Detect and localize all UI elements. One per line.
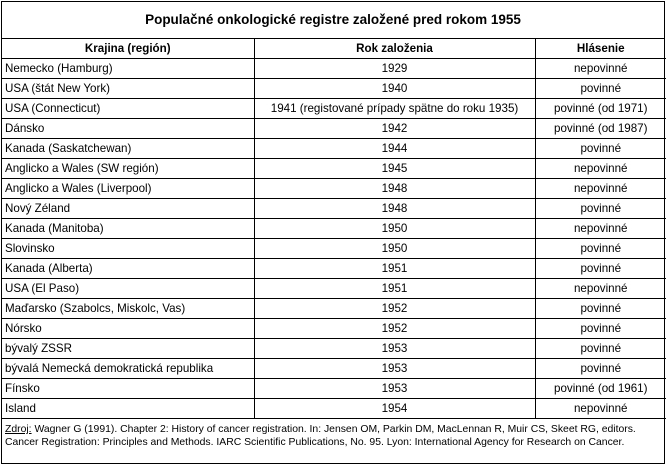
cell-country: Nový Zéland	[2, 198, 255, 219]
cell-country: USA (El Paso)	[2, 278, 255, 299]
cell-year: 1941 (registované prípady spätne do roku…	[254, 98, 536, 119]
source-text: Wagner G (1991). Chapter 2: History of c…	[5, 424, 636, 448]
table-row: Anglicko a Wales (SW región) 1945 nepovinn…	[2, 158, 666, 179]
cell-year: 1950	[254, 218, 536, 239]
cell-reporting: nepovinné	[535, 178, 666, 199]
cell-reporting: povinné (od 1987)	[535, 118, 666, 139]
cell-reporting: povinné	[535, 238, 666, 259]
cell-country: USA (Connecticut)	[2, 98, 255, 119]
source-label: Zdroj:	[5, 424, 32, 435]
header-reporting: Hlásenie	[535, 39, 666, 59]
cell-year: 1951	[254, 278, 536, 299]
cell-reporting: povinné	[535, 358, 666, 379]
cell-year: 1953	[254, 378, 536, 399]
cell-year: 1929	[254, 58, 536, 79]
table-row: USA (El Paso) 1951 nepovinné	[2, 278, 666, 299]
cell-reporting: povinné (od 1971)	[535, 98, 666, 119]
cell-year: 1942	[254, 118, 536, 139]
cell-year: 1945	[254, 158, 536, 179]
table-row: USA (Connecticut) 1941 (registované prípa…	[2, 98, 666, 119]
header-year: Rok založenia	[254, 39, 536, 59]
cell-country: Nemecko (Hamburg)	[2, 58, 255, 79]
cell-country: Maďarsko (Szabolcs, Miskolc, Vas)	[2, 298, 255, 319]
cell-reporting: povinné	[535, 138, 666, 159]
cell-reporting: nepovinné	[535, 398, 666, 419]
table-row: Island 1954 nepovinné	[2, 398, 666, 419]
cell-reporting: povinné	[535, 338, 666, 359]
table-row: Kanada (Alberta) 1951 povinné	[2, 258, 666, 279]
cell-year: 1940	[254, 78, 536, 99]
cell-country: Kanada (Saskatchewan)	[2, 138, 255, 159]
cell-year: 1952	[254, 298, 536, 319]
table-row: Maďarsko (Szabolcs, Miskolc, Vas) 1952 pov…	[2, 298, 666, 319]
table-row: Nový Zéland 1948 povinné	[2, 198, 666, 219]
table-row: Slovinsko 1950 povinné	[2, 238, 666, 259]
cell-country: Anglicko a Wales (Liverpool)	[2, 178, 255, 199]
table-row: Fínsko 1953 povinné (od 1961)	[2, 378, 666, 399]
cell-country: Fínsko	[2, 378, 255, 399]
cell-country: Nórsko	[2, 318, 255, 339]
table-row: USA (štát New York) 1940 povinné	[2, 78, 666, 99]
table-row: Nemecko (Hamburg) 1929 nepovinné	[2, 58, 666, 79]
cell-country: Dánsko	[2, 118, 255, 139]
header-row: Krajina (región) Rok založenia Hlásenie	[2, 39, 666, 59]
source-note: Zdroj: Wagner G (1991). Chapter 2: Histo…	[2, 419, 664, 449]
cell-reporting: povinné (od 1961)	[535, 378, 666, 399]
cell-reporting: nepovinné	[535, 218, 666, 239]
cell-country: Island	[2, 398, 255, 419]
cell-year: 1952	[254, 318, 536, 339]
cell-reporting: nepovinné	[535, 58, 666, 79]
cell-country: bývalý ZSSR	[2, 338, 255, 359]
cell-reporting: nepovinné	[535, 158, 666, 179]
cell-reporting: nepovinné	[535, 278, 666, 299]
table-row: bývalá Nemecká demokratická republika 195…	[2, 358, 666, 379]
cell-year: 1953	[254, 358, 536, 379]
cell-year: 1948	[254, 178, 536, 199]
header-country: Krajina (región)	[2, 39, 255, 59]
cell-country: USA (štát New York)	[2, 78, 255, 99]
cell-reporting: povinné	[535, 78, 666, 99]
table-row: Kanada (Saskatchewan) 1944 povinné	[2, 138, 666, 159]
cell-reporting: povinné	[535, 298, 666, 319]
cell-country: Anglicko a Wales (SW región)	[2, 158, 255, 179]
cell-reporting: povinné	[535, 318, 666, 339]
cell-reporting: povinné	[535, 258, 666, 279]
cell-country: Slovinsko	[2, 238, 255, 259]
cell-reporting: povinné	[535, 198, 666, 219]
cell-year: 1944	[254, 138, 536, 159]
table-row: Anglicko a Wales (Liverpool) 1948 nepovinn…	[2, 178, 666, 199]
table-row: Dánsko 1942 povinné (od 1987)	[2, 118, 666, 139]
cell-country: Kanada (Alberta)	[2, 258, 255, 279]
cell-year: 1948	[254, 198, 536, 219]
registry-table: Krajina (región) Rok založenia Hlásenie …	[2, 39, 666, 419]
cell-year: 1954	[254, 398, 536, 419]
cell-year: 1951	[254, 258, 536, 279]
table-title: Populačné onkologické registre založené …	[2, 2, 664, 39]
table-row: Nórsko 1952 povinné	[2, 318, 666, 339]
table-row: Kanada (Manitoba) 1950 nepovinné	[2, 218, 666, 239]
table-row: bývalý ZSSR 1953 povinné	[2, 338, 666, 359]
cell-country: bývalá Nemecká demokratická republika	[2, 358, 255, 379]
cell-year: 1953	[254, 338, 536, 359]
cell-year: 1950	[254, 238, 536, 259]
cell-country: Kanada (Manitoba)	[2, 218, 255, 239]
